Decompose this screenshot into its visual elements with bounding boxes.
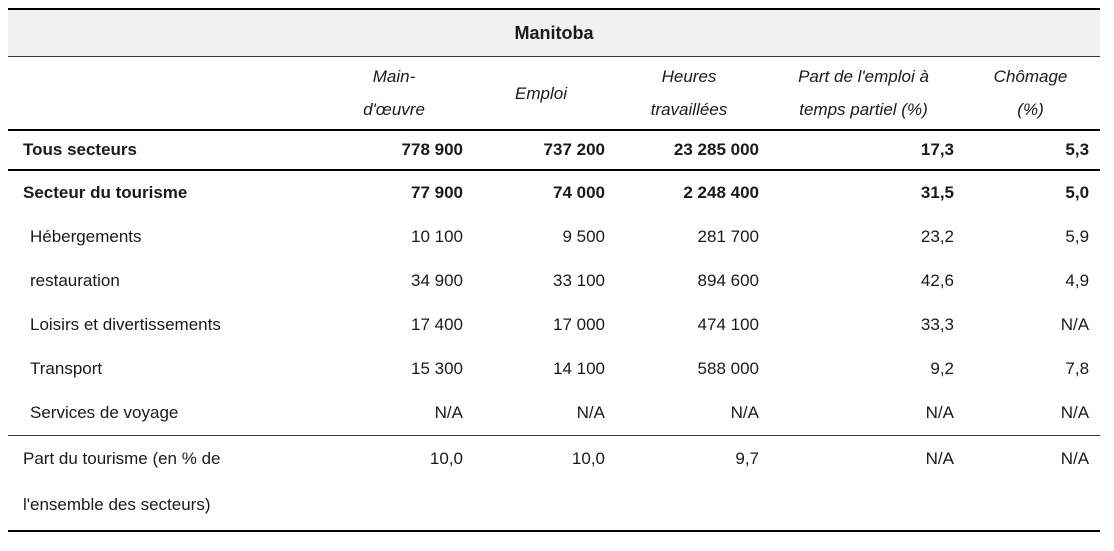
cell-unemployment: 7,8 [1065,359,1090,378]
row-label: Part du tourisme (en % de l'ensemble des… [8,435,318,532]
cell-hours-worked: 281 700 [697,227,759,246]
table-header-row: Main- d'œuvre Emploi Heures travaillées … [8,56,1101,131]
table-title-row: Manitoba [8,9,1101,57]
cell-part-time-share: 23,2 [920,227,954,246]
cell-labor-force: 10 100 [411,227,463,246]
cell-labor-force: 34 900 [411,271,463,290]
cell-hours-worked: 9,7 [612,435,766,532]
cell-labor-force: 10,0 [318,435,470,532]
table-row-transport: Transport 15 300 14 100 588 000 9,2 7,8 [8,347,1100,391]
cell-part-time-share: 33,3 [920,315,954,334]
row-label: Services de voyage [30,403,179,422]
cell-employment: 74 000 [553,183,605,202]
row-label: Tous secteurs [8,130,318,171]
cell-hours-worked: 23 285 000 [612,130,766,171]
table-row-restauration: restauration 34 900 33 100 894 600 42,6 … [8,259,1100,303]
cell-labor-force: 77 900 [411,183,463,202]
cell-employment: 737 200 [470,130,612,171]
column-header-hours-worked: Heures travaillées [612,56,766,131]
cell-unemployment: N/A [1060,315,1090,334]
cell-part-time-share: N/A [766,435,961,532]
table-row-part-du-tourisme: Part du tourisme (en % de l'ensemble des… [8,435,1101,532]
row-label: Transport [30,359,103,378]
cell-unemployment: 5,0 [1065,183,1090,202]
row-label: Hébergements [30,227,142,246]
cell-unemployment: N/A [961,435,1101,532]
row-label: Loisirs et divertissements [30,315,221,334]
column-header-unemployment: Chômage (%) [961,56,1101,131]
row-label: Secteur du tourisme [23,183,188,202]
table-row-tous-secteurs: Tous secteurs 778 900 737 200 23 285 000… [8,130,1101,171]
column-header-labor-force: Main- d'œuvre [318,56,470,131]
table-row-secteur-du-tourisme: Secteur du tourisme 77 900 74 000 2 248 … [8,170,1100,215]
cell-part-time-share: 17,3 [766,130,961,171]
cell-part-time-share: 42,6 [920,271,954,290]
cell-hours-worked: 474 100 [697,315,759,334]
row-label: restauration [30,271,120,290]
cell-hours-worked: 588 000 [697,359,759,378]
cell-unemployment: 5,3 [961,130,1101,171]
cell-employment: 9 500 [562,227,605,246]
cell-employment: 33 100 [553,271,605,290]
column-header-employment: Emploi [470,56,612,131]
table-row-services-de-voyage: Services de voyage N/A N/A N/A N/A N/A [8,391,1100,436]
tourism-statistics-table: Manitoba Main- d'œuvre Emploi Heures tra… [8,8,1101,532]
cell-part-time-share: 9,2 [930,359,954,378]
column-header-part-time-share: Part de l'emploi à temps partiel (%) [766,56,961,131]
page: Manitoba Main- d'œuvre Emploi Heures tra… [0,8,1114,551]
cell-labor-force: 778 900 [318,130,470,171]
cell-labor-force: 17 400 [411,315,463,334]
column-header-empty [8,56,318,131]
cell-hours-worked: 894 600 [697,271,759,290]
cell-employment: 10,0 [470,435,612,532]
cell-hours-worked: N/A [730,403,759,422]
cell-part-time-share: N/A [925,403,954,422]
cell-unemployment: 5,9 [1065,227,1090,246]
table-row-hebergements: Hébergements 10 100 9 500 281 700 23,2 5… [8,215,1100,259]
cell-labor-force: N/A [434,403,463,422]
cell-labor-force: 15 300 [411,359,463,378]
cell-unemployment: 4,9 [1065,271,1090,290]
cell-employment: N/A [576,403,605,422]
cell-hours-worked: 2 248 400 [683,183,759,202]
cell-unemployment: N/A [1060,403,1090,422]
cell-part-time-share: 31,5 [920,183,954,202]
table-title: Manitoba [8,9,1101,57]
cell-employment: 17 000 [553,315,605,334]
table-row-loisirs-et-divertissements: Loisirs et divertissements 17 400 17 000… [8,303,1100,347]
cell-employment: 14 100 [553,359,605,378]
